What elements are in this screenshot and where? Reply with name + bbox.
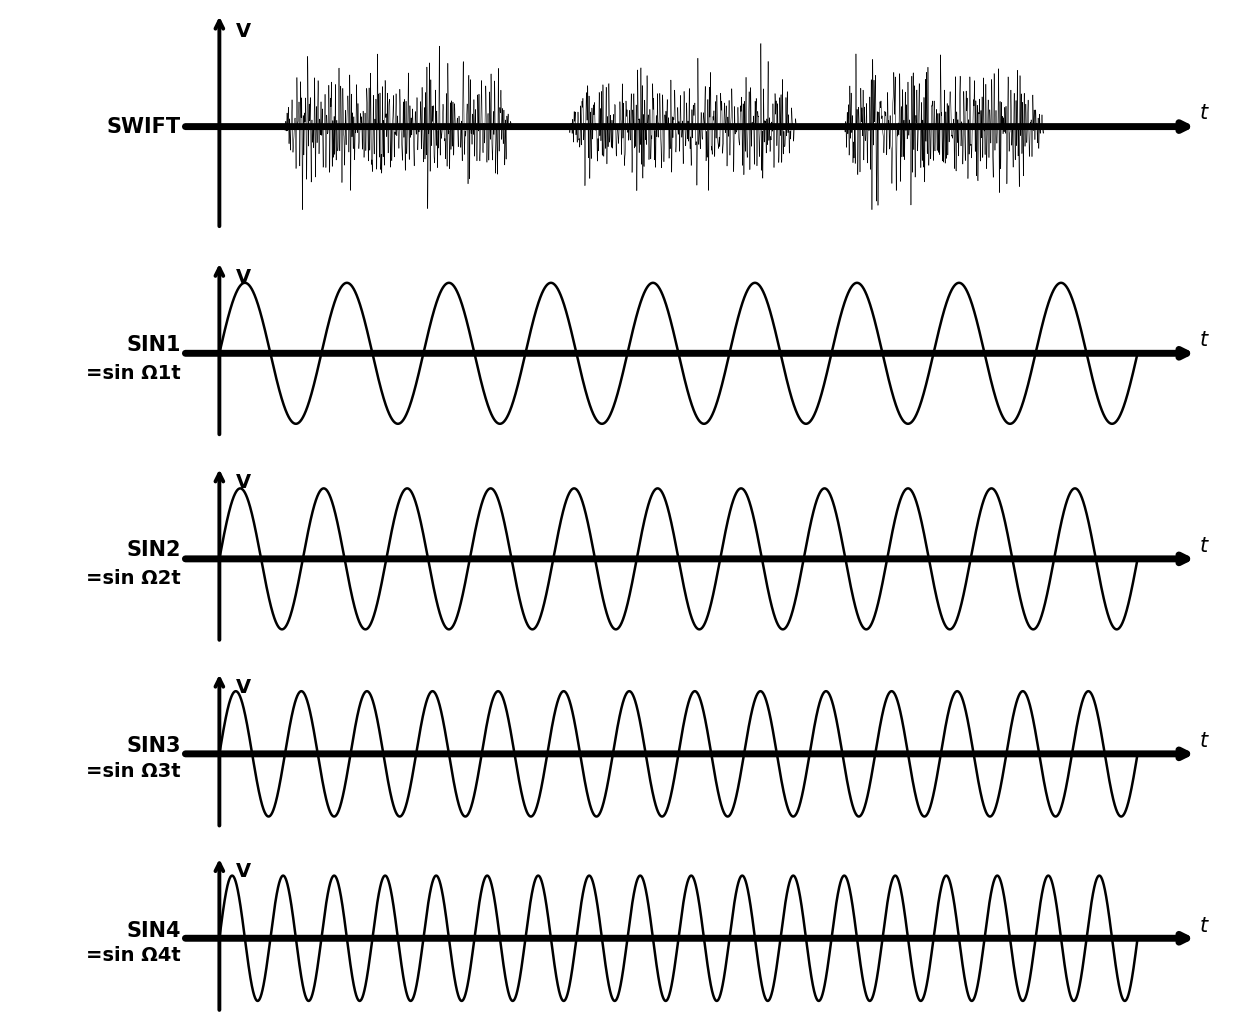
Text: t: t [1201,330,1208,351]
Text: SWIFT: SWIFT [107,116,181,137]
Text: t: t [1201,731,1208,751]
Text: t: t [1201,536,1208,556]
Text: =sin Ω1t: =sin Ω1t [85,364,181,382]
Text: V: V [235,473,252,492]
Text: t: t [1201,916,1208,935]
Text: V: V [235,22,252,41]
Text: SIN4: SIN4 [126,921,181,941]
Text: =sin Ω3t: =sin Ω3t [87,762,181,781]
Text: V: V [235,677,252,697]
Text: V: V [235,267,252,287]
Text: t: t [1201,103,1208,123]
Text: SIN2: SIN2 [126,541,181,560]
Text: SIN3: SIN3 [126,736,181,757]
Text: SIN1: SIN1 [126,335,181,355]
Text: =sin Ω4t: =sin Ω4t [85,947,181,965]
Text: =sin Ω2t: =sin Ω2t [85,570,181,588]
Text: V: V [235,862,252,881]
